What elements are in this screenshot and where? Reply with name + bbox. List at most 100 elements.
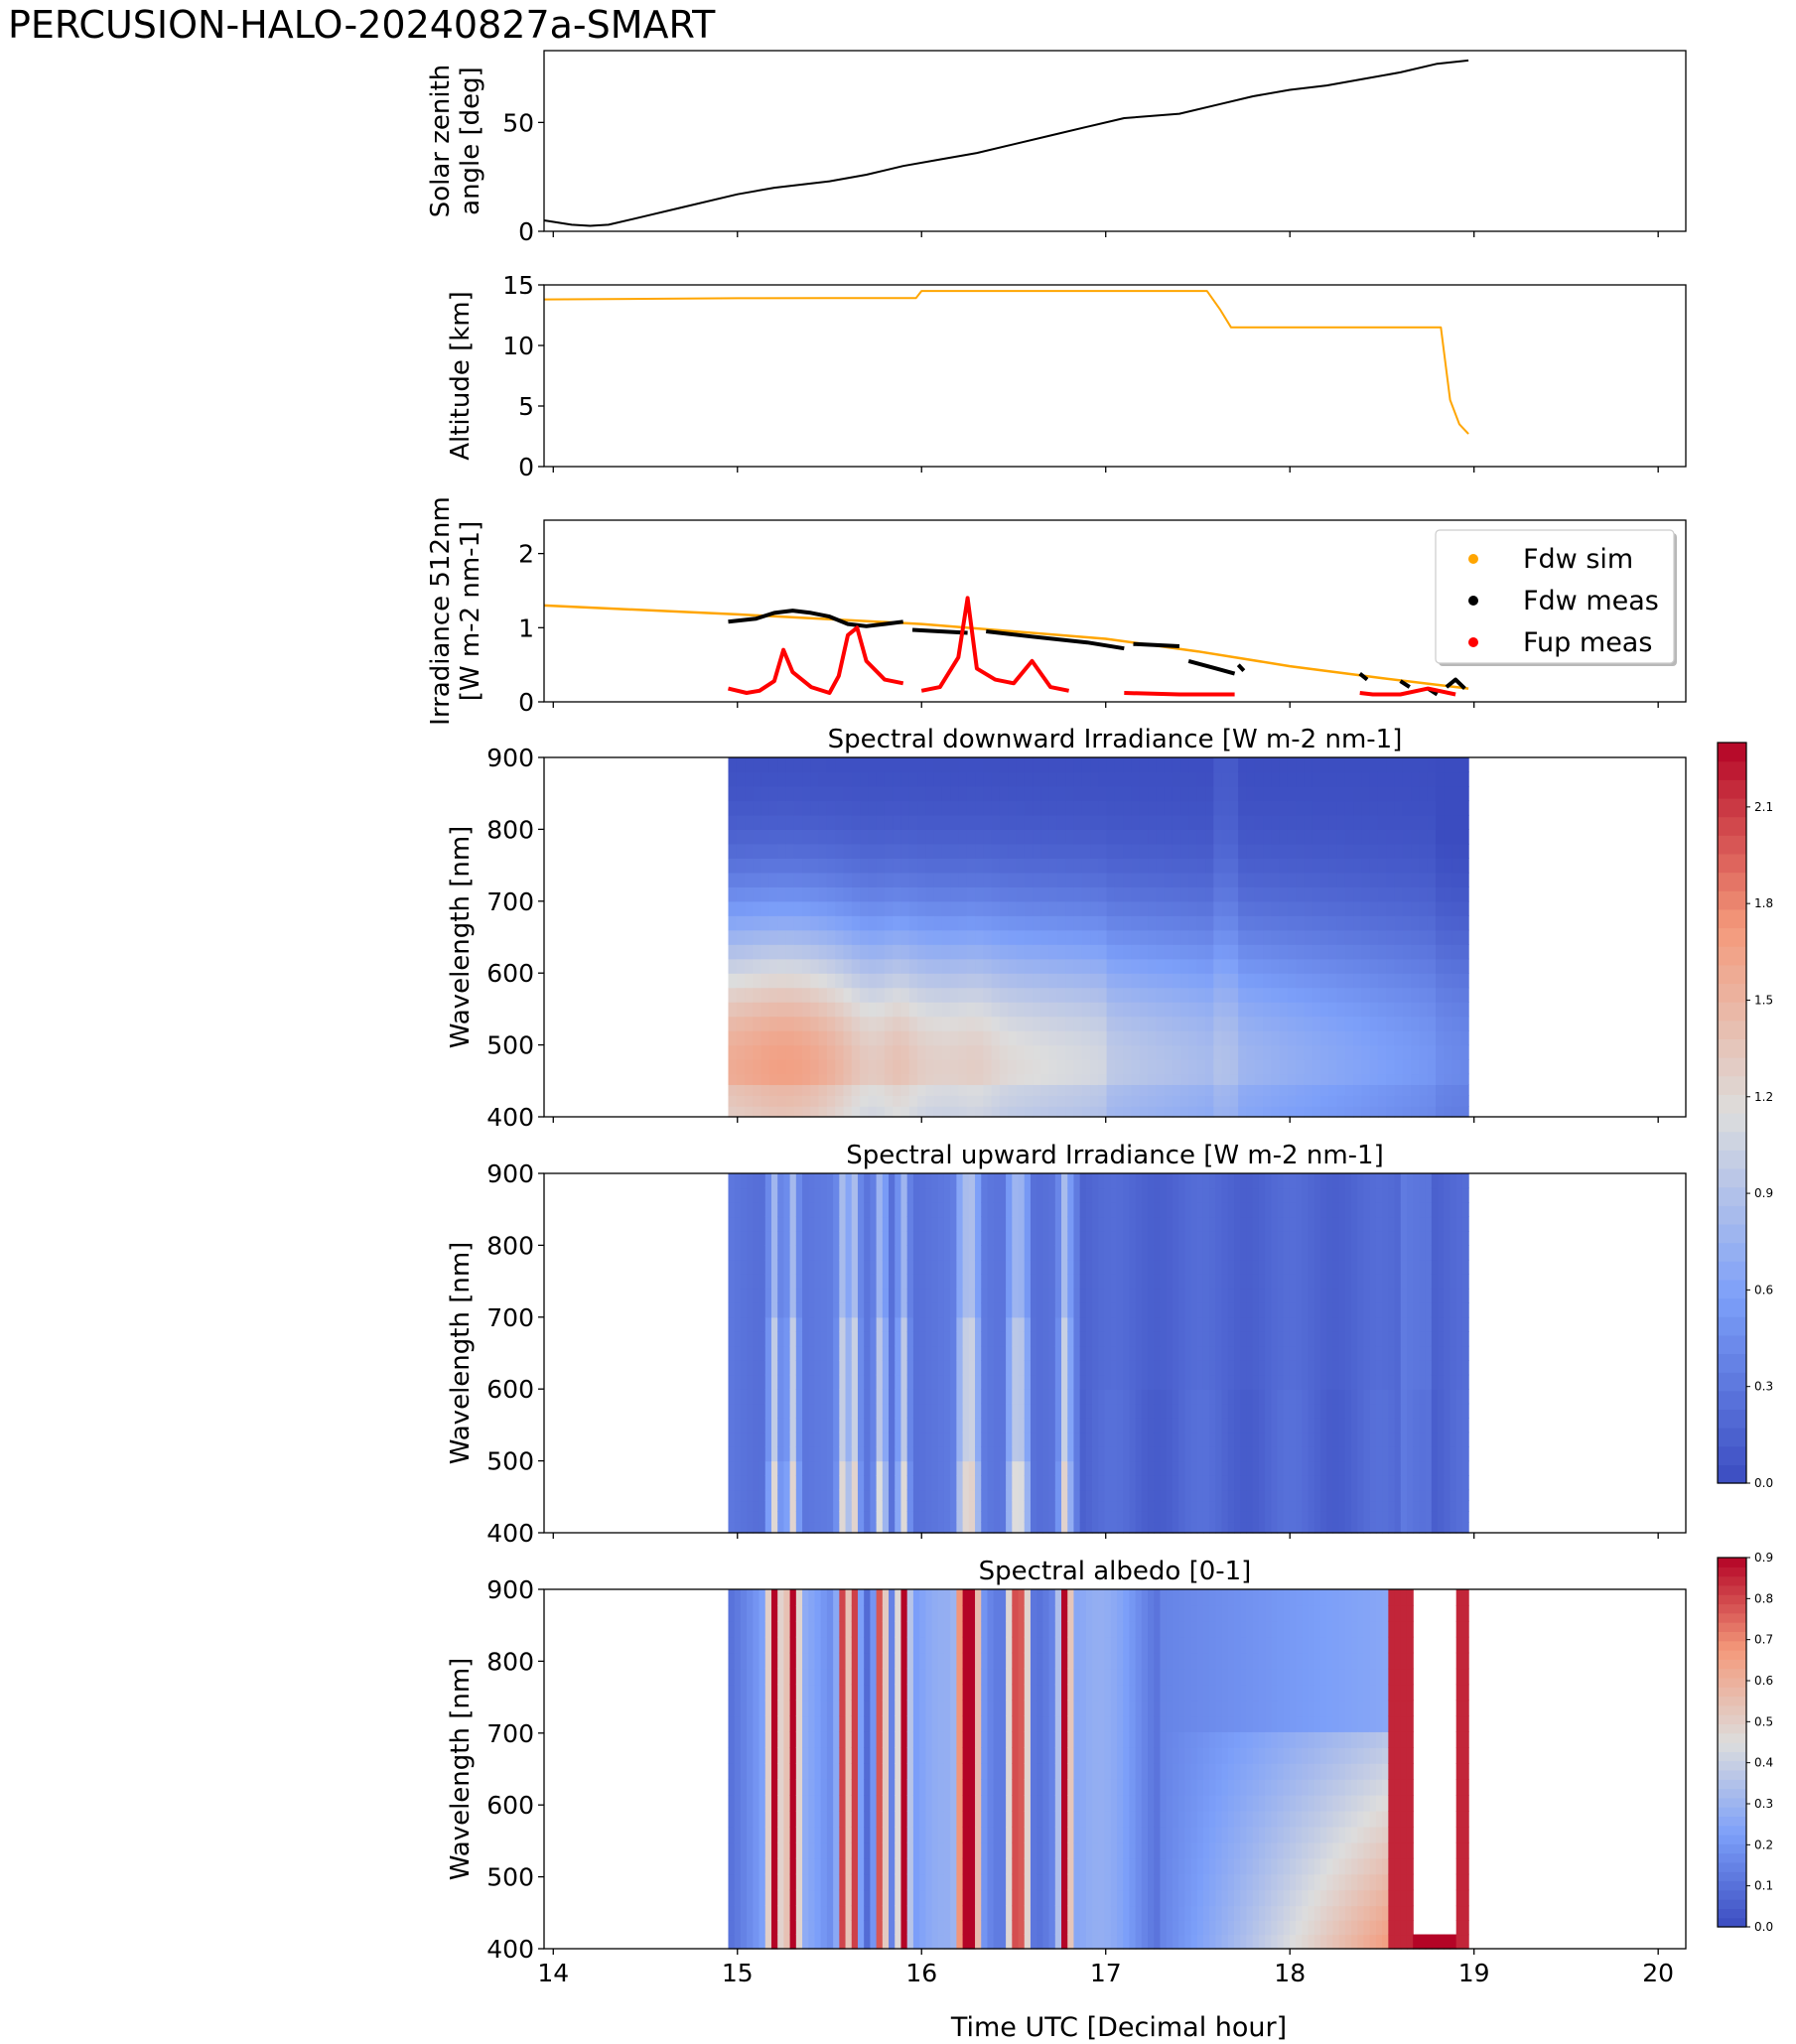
legend-marker: [1468, 596, 1478, 606]
fup-ytick-label: 700: [486, 1303, 534, 1332]
sza-ylabel: angle [deg]: [456, 67, 485, 215]
alb-xtick-label: 20: [1642, 1959, 1674, 1987]
alb-xtick-label: 19: [1458, 1959, 1490, 1987]
fdw-colorbar-label: 1.2: [1754, 1090, 1773, 1104]
series-fup-meas: [728, 625, 904, 695]
series-fdw-meas: [728, 609, 903, 628]
fup-heatmap: [728, 1173, 1469, 1534]
alb-xtick-label: 18: [1274, 1959, 1306, 1987]
series-fdw-meas: [1133, 641, 1179, 648]
alb-colorbar-label: 0.5: [1754, 1714, 1773, 1728]
irr-ytick-label: 1: [518, 613, 534, 642]
fdw-ytick-label: 900: [486, 744, 534, 772]
fdw-ytick-label: 600: [486, 959, 534, 988]
sza-ytick-label: 50: [502, 108, 534, 137]
fdw-ylabel: Wavelength [nm]: [446, 826, 476, 1049]
fdw-colorbar-label: 2.1: [1754, 800, 1773, 814]
sza-frame: [543, 50, 1687, 232]
alt-line: [543, 290, 1469, 435]
alb-ytick-label: 500: [486, 1863, 534, 1892]
fdw-ytick-label: 500: [486, 1031, 534, 1060]
alb-ytick-label: 800: [486, 1647, 534, 1676]
alb-xtick-label: 17: [1090, 1959, 1122, 1987]
fup-ytick-label: 600: [486, 1375, 534, 1404]
sza-line: [543, 59, 1469, 227]
alb-xtick-label: 15: [722, 1959, 754, 1987]
alb-colorbar-frame: [1717, 1557, 1747, 1928]
alb-colorbar-label: 0.0: [1754, 1920, 1773, 1934]
alb-colorbar-label: 0.2: [1754, 1838, 1773, 1851]
series-fdw-meas: [985, 629, 1125, 651]
irr-frame: [543, 519, 1687, 703]
fdw-colorbar-label: 0.9: [1754, 1186, 1773, 1200]
fup-title: Spectral upward Irradiance [W m-2 nm-1]: [846, 1141, 1384, 1170]
fup-ylabel: Wavelength [nm]: [446, 1242, 476, 1465]
fdw-ytick-label: 400: [486, 1103, 534, 1132]
alb-ytick-label: 600: [486, 1791, 534, 1820]
fup-ytick-label: 400: [486, 1519, 534, 1548]
series-fdw-meas: [1187, 658, 1236, 676]
fdw-frame: [543, 756, 1687, 1118]
fdw-colorbar-label: 1.8: [1754, 896, 1773, 910]
series-fdw-meas: [1236, 663, 1246, 672]
alt-ytick-label: 10: [502, 332, 534, 360]
legend-label: Fup meas: [1523, 627, 1652, 658]
irr-ytick-label: 2: [518, 540, 534, 569]
alb-ylabel: Wavelength [nm]: [446, 1658, 476, 1881]
irr-ytick-label: 0: [518, 688, 534, 717]
series-fup-meas: [1124, 691, 1235, 697]
series-fdw-meas: [1358, 672, 1369, 682]
legend-label: Fdw sim: [1523, 544, 1633, 575]
sza-ylabel: Solar zenith: [426, 65, 456, 218]
fup-ytick-label: 500: [486, 1447, 534, 1476]
alt-ytick-label: 5: [518, 392, 534, 421]
alt-frame: [543, 284, 1687, 468]
legend-label: Fdw meas: [1523, 586, 1659, 616]
series-fdw-meas: [911, 627, 968, 635]
fup-ytick-label: 800: [486, 1231, 534, 1260]
alt-ytick-label: 15: [502, 271, 534, 300]
legend-marker: [1468, 637, 1478, 647]
alb-xtick-label: 16: [905, 1959, 937, 1987]
alb-colorbar-label: 0.3: [1754, 1797, 1773, 1811]
alb-ytick-label: 400: [486, 1935, 534, 1964]
series-fdw-sim: [543, 604, 1469, 690]
irr-ylabel: [W m-2 nm-1]: [456, 521, 485, 702]
alt-ylabel: Altitude [km]: [446, 291, 476, 461]
alb-heatmap: [728, 1589, 1469, 1950]
alb-colorbar-label: 0.7: [1754, 1633, 1773, 1647]
alb-colorbar-label: 0.1: [1754, 1879, 1773, 1893]
series-fdw-meas: [1445, 677, 1466, 691]
alb-xtick-label: 14: [537, 1959, 569, 1987]
alb-colorbar-label: 0.8: [1754, 1591, 1773, 1605]
alb-ytick-label: 900: [486, 1575, 534, 1604]
alb-colorbar: [1718, 1558, 1746, 1928]
legend-box: [1435, 529, 1675, 664]
alb-frame: [543, 1588, 1687, 1950]
series-fup-meas: [920, 596, 1069, 693]
x-axis-label: Time UTC [Decimal hour]: [950, 2012, 1287, 2043]
alt-ytick-label: 0: [518, 453, 534, 481]
fup-frame: [543, 1172, 1687, 1534]
fdw-title: Spectral downward Irradiance [W m-2 nm-1…: [828, 725, 1403, 754]
figure-title: PERCUSION-HALO-20240827a-SMART: [8, 3, 716, 47]
alb-title: Spectral albedo [0-1]: [979, 1557, 1252, 1586]
fdw-colorbar-label: 0.0: [1754, 1476, 1773, 1490]
irr-ylabel: Irradiance 512nm: [426, 496, 456, 726]
fdw-colorbar-label: 0.6: [1754, 1283, 1773, 1296]
sza-ytick-label: 0: [518, 217, 534, 246]
series-fdw-meas: [1399, 679, 1411, 689]
legend-marker: [1468, 554, 1478, 564]
fdw-ytick-label: 800: [486, 815, 534, 844]
fdw-heatmap: [728, 757, 1469, 1118]
alb-ytick-label: 700: [486, 1719, 534, 1748]
alb-colorbar-label: 0.4: [1754, 1756, 1773, 1770]
fdw-colorbar: [1718, 743, 1746, 1484]
fdw-colorbar-frame: [1717, 742, 1747, 1484]
alb-colorbar-label: 0.9: [1754, 1551, 1773, 1565]
fdw-ytick-label: 700: [486, 887, 534, 916]
series-fup-meas: [1359, 686, 1456, 697]
alb-colorbar-label: 0.6: [1754, 1674, 1773, 1688]
fdw-colorbar-label: 0.3: [1754, 1380, 1773, 1394]
